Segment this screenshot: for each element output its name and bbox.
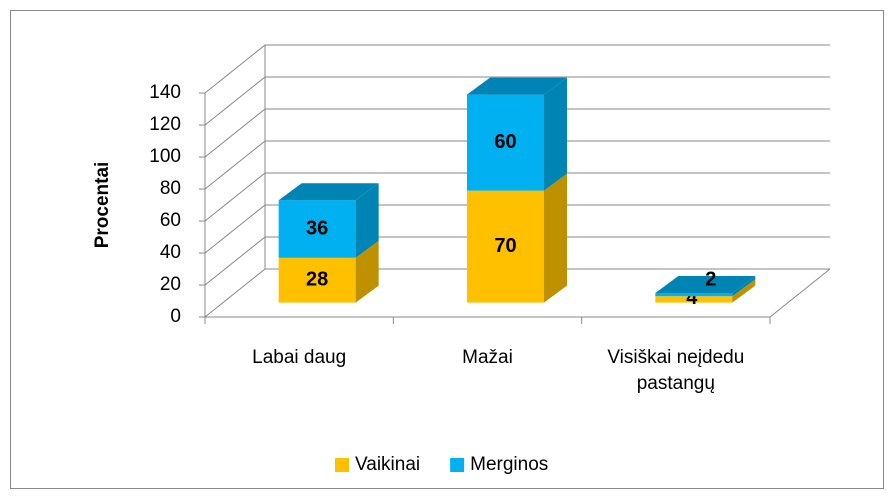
- bar-side: [544, 77, 567, 191]
- grid-line: [204, 76, 830, 126]
- data-label: 70: [494, 235, 516, 257]
- bar: [467, 173, 567, 303]
- grid-line: [204, 44, 830, 94]
- y-tick-label: 120: [149, 114, 181, 135]
- floor-edge: [769, 268, 831, 318]
- bar-front: [655, 296, 733, 303]
- chart-border: [10, 10, 884, 489]
- bar-front: [278, 200, 356, 258]
- bar-front: [655, 293, 733, 297]
- y-tick-label: 0: [170, 306, 181, 327]
- x-tick-label: Visiškai neįdedu pastangų: [607, 347, 745, 394]
- bar-side: [355, 183, 379, 258]
- grid-line: [204, 268, 830, 318]
- grid-line: [204, 108, 830, 158]
- y-tick-label: 40: [160, 242, 181, 263]
- legend-swatch: [335, 458, 349, 472]
- grid-line: [204, 172, 830, 222]
- legend-swatch: [450, 458, 465, 472]
- bar-side: [544, 173, 567, 303]
- data-label: 36: [306, 217, 328, 239]
- legend-label: Merginos: [470, 454, 548, 475]
- x-tick-label: Labai daug: [252, 347, 347, 368]
- bar-side: [355, 240, 379, 303]
- bar: [278, 183, 379, 258]
- y-tick-label: 60: [160, 210, 181, 231]
- data-label: 2: [705, 268, 716, 290]
- grid-line: [204, 236, 830, 286]
- x-tick-label: Mažai: [462, 347, 513, 368]
- bar-front: [467, 190, 544, 303]
- grid-line: [204, 204, 830, 254]
- bar-side: [732, 276, 756, 297]
- y-tick-label: 80: [160, 178, 181, 199]
- bar-front: [467, 94, 544, 191]
- bar-side: [732, 279, 756, 303]
- y-tick-label: 140: [149, 82, 181, 103]
- legend-label: Vaikinai: [355, 454, 420, 475]
- bar: [655, 276, 756, 297]
- bar: [467, 77, 567, 191]
- data-label: 60: [494, 131, 516, 153]
- data-label: 28: [306, 268, 328, 290]
- grid-line: [204, 140, 830, 190]
- y-tick-label: 100: [149, 146, 181, 167]
- bar: [278, 240, 379, 303]
- bar-top: [467, 77, 567, 95]
- bar: [655, 279, 756, 303]
- bar-front: [278, 257, 356, 303]
- bar-top: [655, 276, 756, 293]
- y-axis-title: Procentai: [92, 162, 113, 249]
- y-tick-label: 20: [160, 274, 181, 295]
- bar-top: [278, 183, 379, 201]
